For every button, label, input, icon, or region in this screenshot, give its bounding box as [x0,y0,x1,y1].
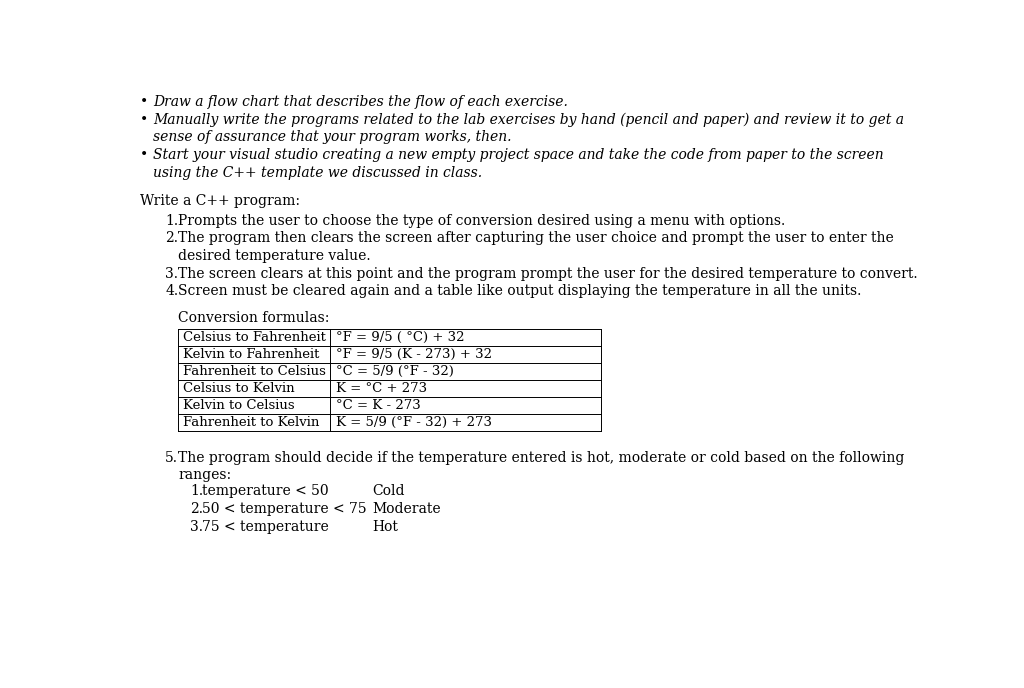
Text: •: • [139,148,147,162]
Text: using the C++ template we discussed in class.: using the C++ template we discussed in c… [153,166,482,180]
Text: Moderate: Moderate [372,502,440,516]
Text: °F = 9/5 ( °C) + 32: °F = 9/5 ( °C) + 32 [336,331,464,344]
Text: K = 5/9 (°F - 32) + 273: K = 5/9 (°F - 32) + 273 [336,416,492,429]
Text: 3.: 3. [165,267,178,281]
Text: °C = 5/9 (°F - 32): °C = 5/9 (°F - 32) [336,365,454,378]
Text: 1.: 1. [190,484,203,498]
Text: Prompts the user to choose the type of conversion desired using a menu with opti: Prompts the user to choose the type of c… [178,213,785,228]
Text: Fahrenheit to Celsius: Fahrenheit to Celsius [183,365,326,378]
Text: Kelvin to Celsius: Kelvin to Celsius [183,399,295,412]
Text: Celsius to Kelvin: Celsius to Kelvin [183,382,295,395]
Text: 2.: 2. [165,231,178,245]
Text: The screen clears at this point and the program prompt the user for the desired : The screen clears at this point and the … [178,267,918,281]
Text: The program should decide if the temperature entered is hot, moderate or cold ba: The program should decide if the tempera… [178,451,905,464]
Text: 2.: 2. [190,502,203,516]
Text: 1.: 1. [165,213,178,228]
Text: 5.: 5. [165,451,178,464]
Text: Celsius to Fahrenheit: Celsius to Fahrenheit [183,331,326,344]
Text: 4.: 4. [165,284,178,299]
Text: °C = K - 273: °C = K - 273 [336,399,421,412]
Text: K = °C + 273: K = °C + 273 [336,382,427,395]
Text: Hot: Hot [372,519,398,534]
Text: 3.: 3. [190,519,203,534]
Text: 50 < temperature < 75: 50 < temperature < 75 [202,502,367,516]
Text: Start your visual studio creating a new empty project space and take the code fr: Start your visual studio creating a new … [153,148,884,162]
Text: Screen must be cleared again and a table like output displaying the temperature : Screen must be cleared again and a table… [178,284,862,299]
Text: Fahrenheit to Kelvin: Fahrenheit to Kelvin [183,416,319,429]
Text: •: • [139,95,147,109]
Text: 75 < temperature: 75 < temperature [202,519,329,534]
Text: Conversion formulas:: Conversion formulas: [178,311,330,325]
Text: Kelvin to Fahrenheit: Kelvin to Fahrenheit [183,348,319,361]
Text: Manually write the programs related to the lab exercises by hand (pencil and pap: Manually write the programs related to t… [153,113,904,127]
Text: temperature < 50: temperature < 50 [202,484,329,498]
Text: °F = 9/5 (K - 273) + 32: °F = 9/5 (K - 273) + 32 [336,348,492,361]
Text: •: • [139,113,147,127]
Text: Draw a flow chart that describes the flow of each exercise.: Draw a flow chart that describes the flo… [153,95,567,109]
Text: Write a C++ program:: Write a C++ program: [139,194,300,208]
Text: sense of assurance that your program works, then.: sense of assurance that your program wor… [153,130,511,144]
Text: ranges:: ranges: [178,469,231,482]
Text: The program then clears the screen after capturing the user choice and prompt th: The program then clears the screen after… [178,231,894,245]
Text: desired temperature value.: desired temperature value. [178,249,371,263]
Text: Cold: Cold [372,484,404,498]
